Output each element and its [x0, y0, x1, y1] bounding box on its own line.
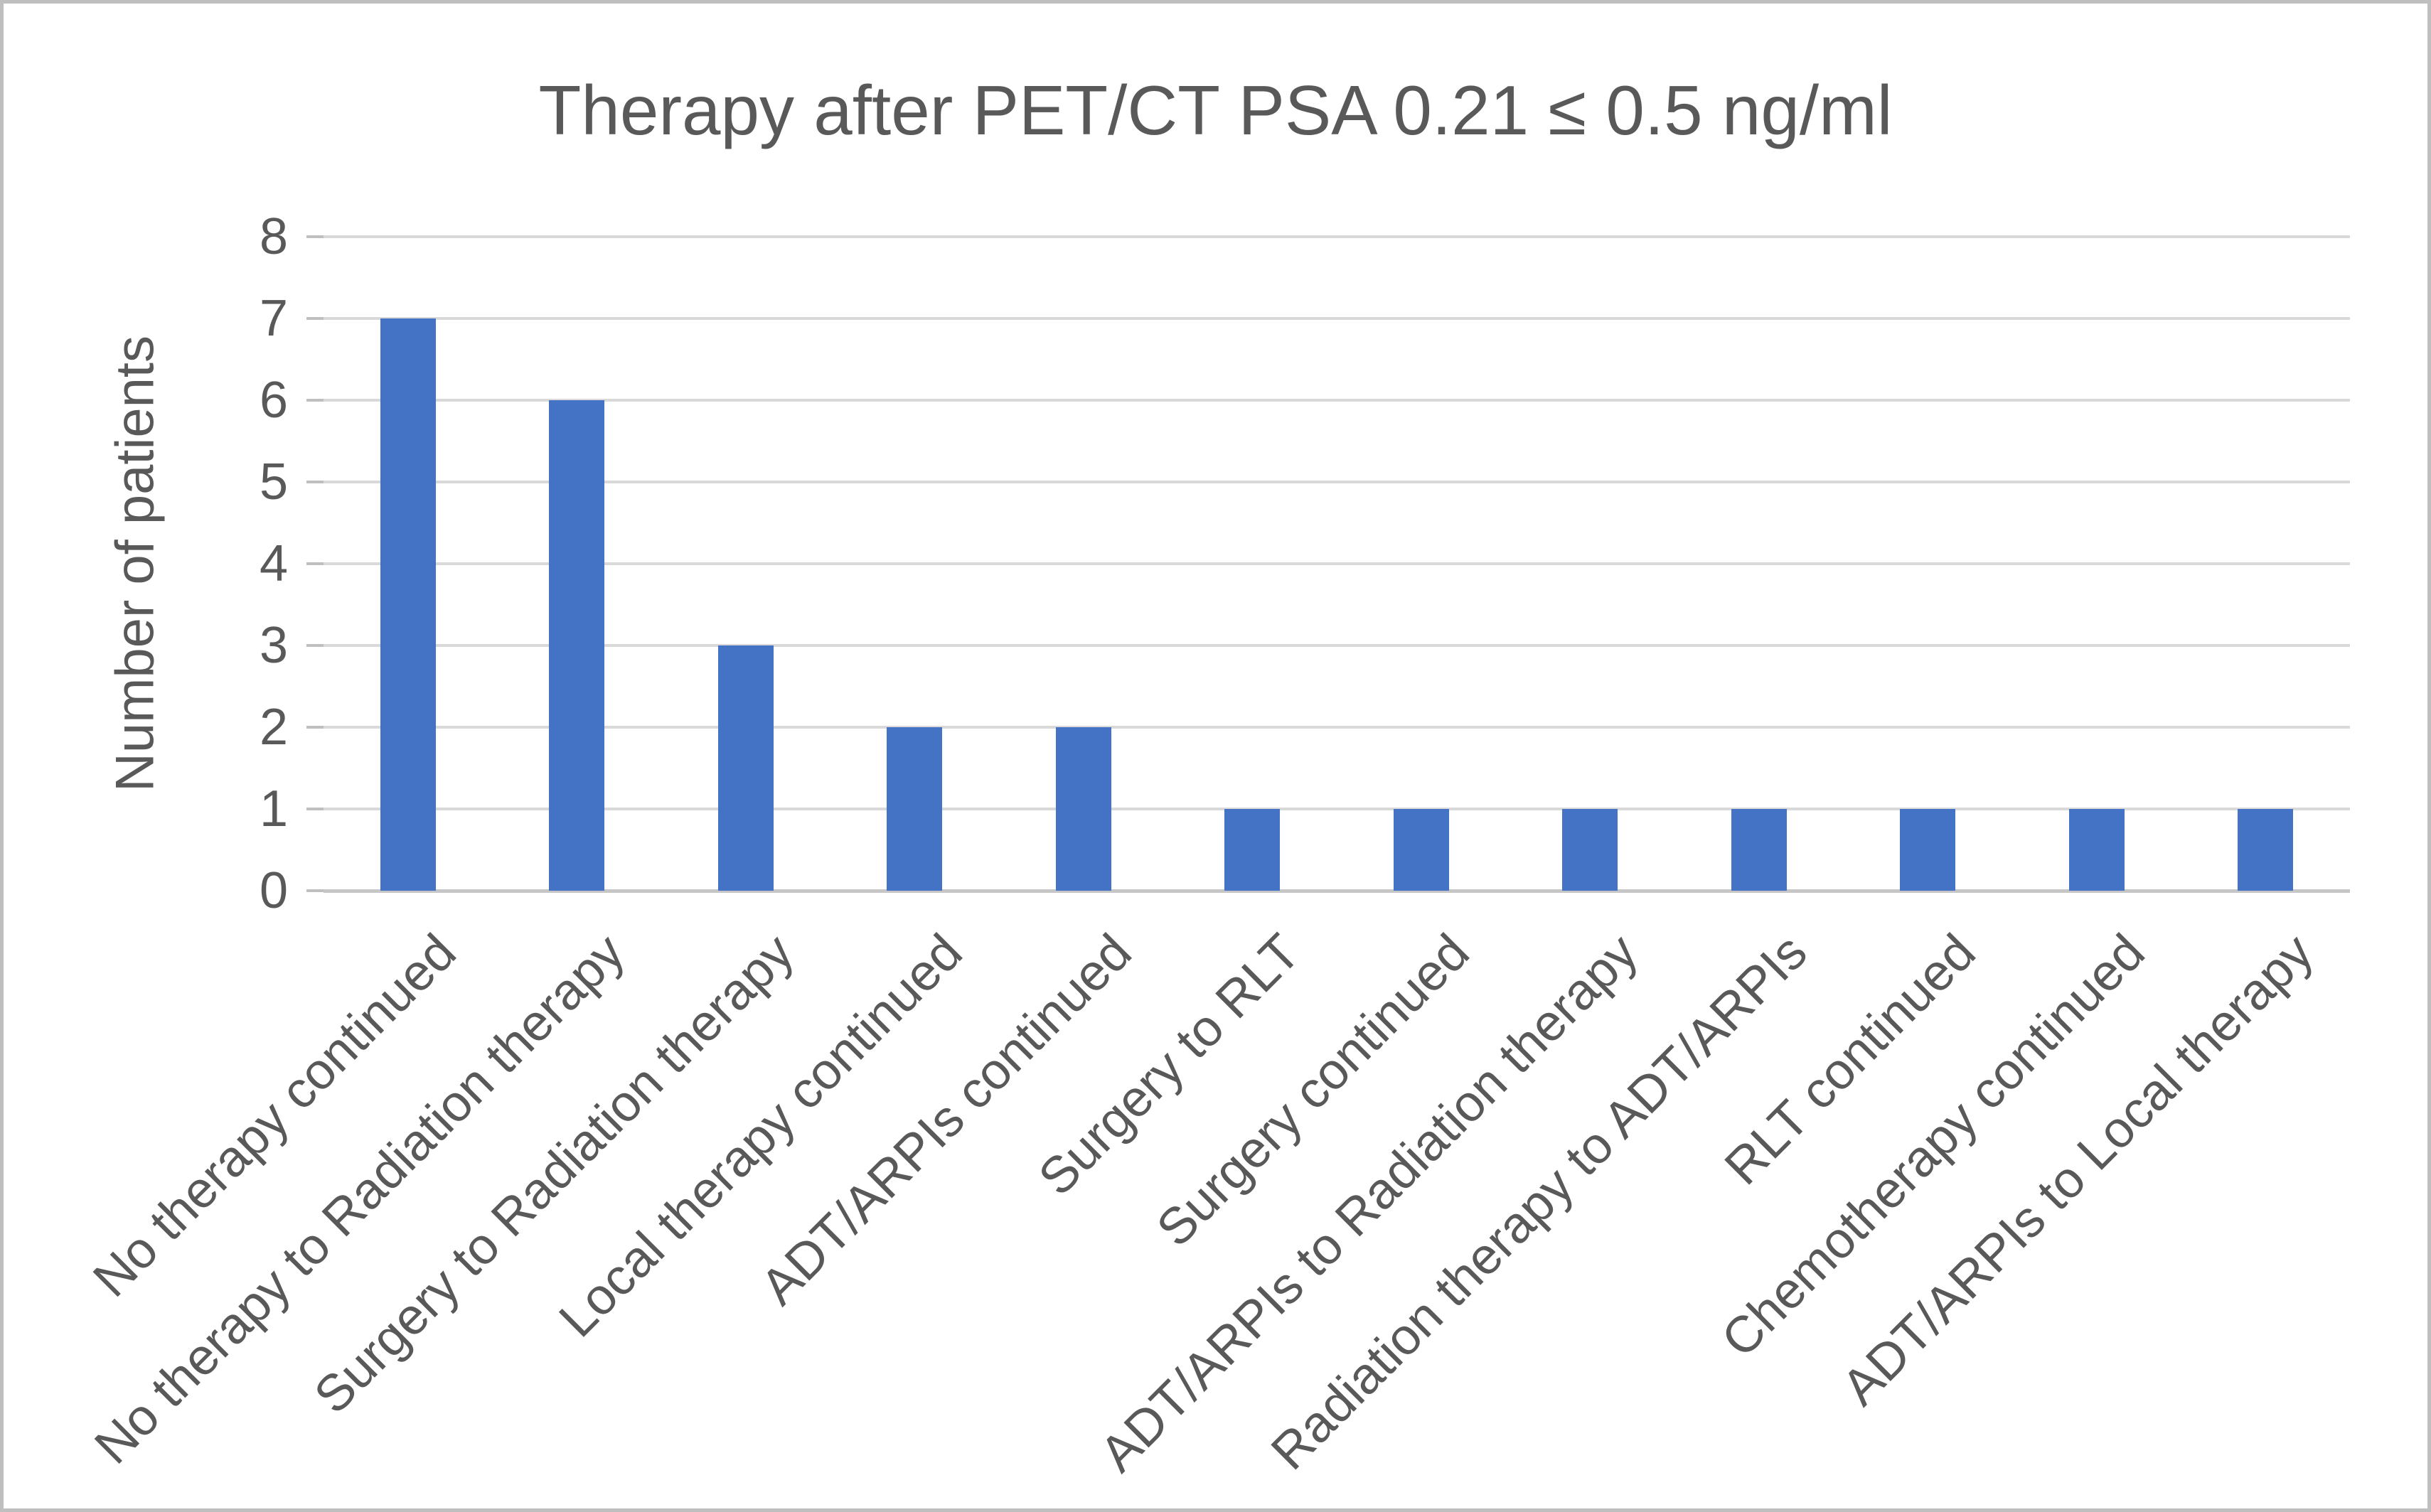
y-tick-label: 6 — [259, 372, 288, 429]
bar — [1055, 727, 1111, 891]
gridline — [324, 562, 2350, 565]
gridline — [324, 808, 2350, 810]
y-tick-label: 1 — [259, 781, 288, 837]
bar — [1393, 809, 1449, 891]
y-tick-label: 3 — [259, 617, 288, 674]
y-tick-label: 4 — [259, 535, 288, 592]
gridline — [324, 644, 2350, 647]
y-axis-tick-mark — [306, 644, 324, 647]
bar — [1562, 809, 1618, 891]
y-axis-tick-mark — [306, 808, 324, 810]
y-tick-label: 7 — [259, 290, 288, 347]
y-axis-tick-mark — [306, 235, 324, 238]
gridline — [324, 481, 2350, 483]
gridline — [324, 235, 2350, 238]
gridline — [324, 726, 2350, 729]
y-axis-tick-mark — [306, 562, 324, 565]
bar — [380, 318, 436, 891]
y-tick-label: 8 — [259, 208, 288, 265]
bar — [2068, 809, 2125, 891]
y-axis-tick-mark — [306, 481, 324, 483]
gridline — [324, 317, 2350, 320]
y-axis-tick-mark — [306, 399, 324, 402]
y-tick-label: 0 — [259, 862, 288, 919]
bar — [1224, 809, 1281, 891]
bar — [1900, 809, 1956, 891]
x-axis-line — [324, 889, 2350, 893]
bar — [1731, 809, 1787, 891]
plot-area: 0 1 2 3 4 5 6 7 8 No therapy continued No therapy … — [4, 4, 2427, 1508]
y-axis-tick-mark — [306, 317, 324, 320]
gridline — [324, 399, 2350, 402]
x-category-label: No therapy continued — [82, 923, 467, 1308]
bar — [549, 400, 605, 891]
bar — [717, 645, 774, 891]
y-axis-tick-mark — [306, 889, 324, 892]
bar — [2238, 809, 2294, 891]
y-tick-label: 2 — [259, 699, 288, 756]
bar — [887, 727, 943, 891]
y-axis-tick-mark — [306, 726, 324, 729]
y-tick-label: 5 — [259, 454, 288, 510]
chart-title: Therapy after PET/CT PSA 0.21 ≤ 0.5 ng/m… — [538, 71, 1893, 149]
